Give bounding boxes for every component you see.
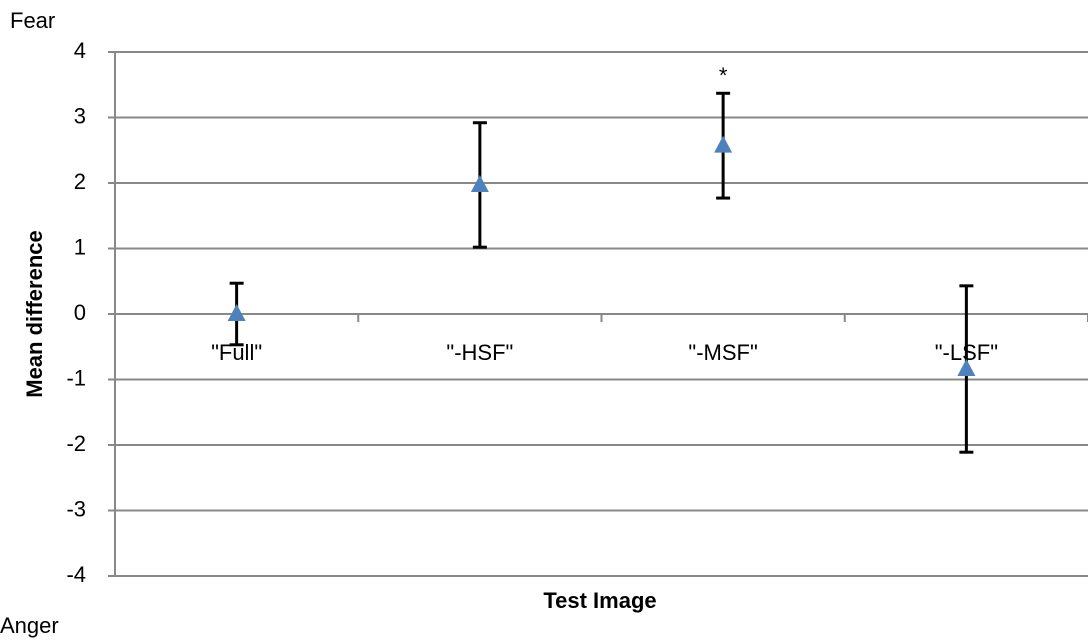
y-tick-label: 2	[74, 169, 86, 194]
y-top-label: Fear	[10, 8, 55, 33]
y-tick-label: -1	[66, 365, 86, 390]
y-tick-label: 3	[74, 103, 86, 128]
y-tick-label: 4	[74, 38, 86, 63]
y-tick-label: 0	[74, 300, 86, 325]
data-point	[227, 304, 246, 321]
x-tick-label: "-MSF"	[688, 340, 757, 365]
y-bottom-label: Anger	[0, 613, 59, 638]
x-axis-title: Test Image	[543, 588, 656, 613]
y-axis-title: Mean difference	[22, 230, 47, 398]
significance-mark: *	[719, 63, 728, 88]
x-tick-label: "-HSF"	[446, 340, 513, 365]
data-point	[957, 359, 976, 377]
y-tick-label: -4	[66, 562, 86, 587]
data-point	[714, 135, 733, 153]
y-tick-label: -2	[66, 431, 86, 456]
data-point	[470, 174, 489, 192]
y-tick-label: -3	[66, 496, 86, 521]
y-tick-label: 1	[74, 234, 86, 259]
